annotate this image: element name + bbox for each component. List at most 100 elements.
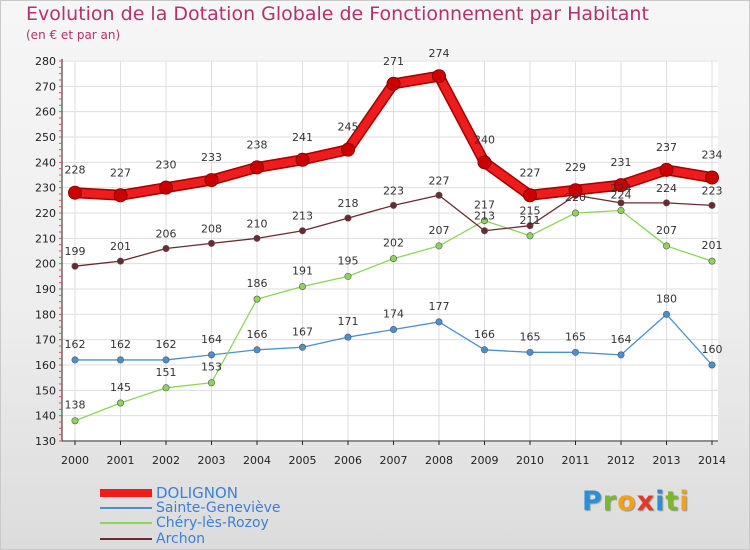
data-point-dolignon <box>159 180 173 195</box>
data-label-sainte-genevieve: 166 <box>474 328 495 341</box>
data-point-archon <box>253 234 261 242</box>
data-label-archon: 215 <box>520 205 541 218</box>
logo-letter: i <box>679 486 690 517</box>
legend-swatch-sainte-genevieve <box>100 507 152 509</box>
y-tick-label: 270 <box>35 80 56 93</box>
data-label-chery-les-rozoy: 201 <box>702 239 723 252</box>
data-point-chery-les-rozoy <box>662 242 670 250</box>
data-point-chery-les-rozoy <box>435 242 443 250</box>
legend-label-dolignon: DOLIGNON <box>156 484 239 502</box>
x-tick-label: 2000 <box>61 454 89 467</box>
data-point-chery-les-rozoy <box>617 206 625 214</box>
x-tick-label: 2007 <box>380 454 408 467</box>
data-point-sainte-genevieve <box>71 356 79 364</box>
data-label-dolignon: 229 <box>565 161 586 174</box>
data-label-archon: 218 <box>338 197 359 210</box>
data-label-archon: 227 <box>429 174 450 187</box>
data-label-dolignon: 241 <box>292 131 313 144</box>
data-point-sainte-genevieve <box>662 310 670 318</box>
x-tick-label: 2005 <box>289 454 317 467</box>
data-point-sainte-genevieve <box>617 351 625 359</box>
data-point-sainte-genevieve <box>208 351 216 359</box>
legend-swatch-archon <box>100 538 152 540</box>
data-point-chery-les-rozoy <box>480 217 488 225</box>
data-label-sainte-genevieve: 162 <box>110 338 131 351</box>
data-point-dolignon <box>523 188 537 203</box>
legend-item-archon[interactable]: Archon <box>100 531 205 547</box>
data-point-dolignon <box>477 155 492 170</box>
data-point-archon <box>208 239 216 247</box>
data-label-sainte-genevieve: 174 <box>383 308 404 321</box>
data-label-archon: 223 <box>702 184 723 197</box>
plot-area <box>62 60 718 442</box>
data-point-dolignon <box>386 76 401 91</box>
data-point-archon <box>344 214 352 222</box>
data-point-sainte-genevieve <box>708 361 716 369</box>
legend-swatch-dolignon <box>100 489 152 497</box>
data-point-chery-les-rozoy <box>526 232 534 240</box>
y-tick-label: 180 <box>35 308 56 321</box>
data-point-sainte-genevieve <box>117 356 125 364</box>
data-label-chery-les-rozoy: 207 <box>656 224 677 237</box>
data-label-archon: 199 <box>65 245 86 258</box>
x-tick-label: 2003 <box>198 454 226 467</box>
data-point-sainte-genevieve <box>298 343 306 351</box>
y-tick-label: 190 <box>35 283 56 296</box>
logo-letter: P <box>582 486 603 517</box>
x-tick-label: 2012 <box>607 454 635 467</box>
data-point-sainte-genevieve <box>344 333 352 341</box>
data-point-dolignon <box>295 152 310 167</box>
data-label-archon: 201 <box>110 240 131 253</box>
legend-item-sainte-genevieve[interactable]: Sainte-Geneviève <box>100 500 281 516</box>
data-point-archon <box>162 244 170 252</box>
logo-letter: r <box>602 486 618 517</box>
data-label-sainte-genevieve: 162 <box>156 338 177 351</box>
data-point-chery-les-rozoy <box>208 379 216 387</box>
data-point-chery-les-rozoy <box>298 282 306 290</box>
data-label-dolignon: 238 <box>247 138 268 151</box>
legend-label-archon: Archon <box>156 531 206 547</box>
data-label-chery-les-rozoy: 207 <box>429 224 450 237</box>
legend-item-dolignon[interactable]: DOLIGNON <box>100 485 238 501</box>
y-tick-label: 200 <box>35 258 56 271</box>
data-point-archon <box>708 201 716 209</box>
data-point-dolignon <box>614 178 628 193</box>
x-tick-label: 2011 <box>562 454 590 467</box>
data-label-chery-les-rozoy: 211 <box>520 214 541 227</box>
data-point-dolignon <box>113 188 128 203</box>
data-point-dolignon <box>68 185 82 200</box>
data-point-chery-les-rozoy <box>389 255 397 263</box>
y-tick-label: 260 <box>35 106 56 119</box>
data-label-archon: 206 <box>156 227 177 240</box>
data-label-sainte-genevieve: 165 <box>565 330 586 343</box>
data-label-chery-les-rozoy: 195 <box>338 254 359 267</box>
data-label-dolignon: 231 <box>611 156 632 169</box>
data-point-archon <box>117 257 125 265</box>
grid-layer <box>62 60 718 442</box>
data-point-archon <box>389 201 397 209</box>
data-label-dolignon: 233 <box>201 151 222 164</box>
y-tick-label: 130 <box>35 435 56 448</box>
data-label-chery-les-rozoy: 217 <box>474 199 495 212</box>
data-label-sainte-genevieve: 180 <box>656 292 677 305</box>
data-point-archon <box>617 199 625 207</box>
chart-title: Evolution de la Dotation Globale de Fonc… <box>26 3 649 25</box>
data-point-archon <box>526 222 534 230</box>
data-point-chery-les-rozoy <box>253 295 261 303</box>
legend-item-chery-les-rozoy[interactable]: Chéry-lès-Rozoy <box>100 515 269 531</box>
data-point-chery-les-rozoy <box>571 209 579 217</box>
data-label-layer: 162 162 162 164 166 167 171 174 177 166 165 165 164 1… <box>65 47 723 412</box>
y-tick-label: 150 <box>35 384 56 397</box>
legend-label-chery-les-rozoy: Chéry-lès-Rozoy <box>156 515 269 531</box>
data-label-dolignon: 230 <box>156 159 177 172</box>
y-tick-label: 140 <box>35 410 56 423</box>
data-point-sainte-genevieve <box>480 346 488 354</box>
data-point-sainte-genevieve <box>253 346 261 354</box>
x-tick-label: 2008 <box>425 454 453 467</box>
logo-letter: i <box>655 486 666 517</box>
x-tick-label: 2001 <box>107 454 135 467</box>
data-point-archon <box>662 199 670 207</box>
x-tick-label: 2009 <box>471 454 499 467</box>
data-point-chery-les-rozoy <box>708 257 716 265</box>
